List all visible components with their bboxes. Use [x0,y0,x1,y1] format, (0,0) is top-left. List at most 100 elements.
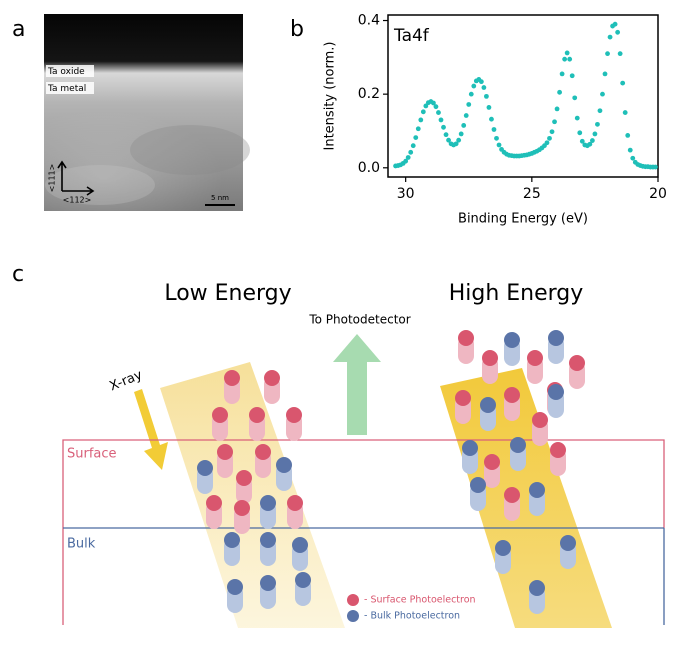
photoelectron [206,495,222,511]
photoelectron [480,397,496,413]
panel-label: a [12,17,25,42]
data-point [486,105,492,110]
spectrum-chart: Ta4f Binding Energy (eV) Intensity (norm… [323,13,667,227]
x-tick-label: 25 [523,186,541,202]
data-point [589,138,595,143]
data-point [443,132,449,138]
data-point [420,109,426,115]
data-point [415,126,421,132]
photoelectron [260,495,276,511]
layer-label: Ta oxide [47,67,85,77]
data-point [592,131,598,137]
data-point [549,129,555,135]
x-axis-label: Binding Energy (eV) [458,212,588,227]
photoelectron [455,390,471,406]
photoelectron [234,500,250,516]
data-point [496,142,502,148]
data-point [587,141,593,147]
photoelectron [470,477,486,493]
data-point [597,108,603,114]
photoelectron [529,482,545,498]
heading: High Energy [449,281,584,306]
panel-label: b [290,17,304,42]
x-tick-label: 30 [397,186,415,202]
data-point [418,117,424,123]
photoelectron [197,460,213,476]
data-point [653,164,658,170]
photoelectron [255,444,271,460]
photoelectron [212,407,228,423]
photoelectron [569,355,585,371]
photoelectron [286,407,302,423]
detector-label: To Photodetector [308,313,410,327]
photoelectron [249,407,265,423]
data-point [602,71,608,77]
data-point [605,51,610,57]
data-point [612,21,618,27]
data-point [494,135,499,141]
data-point [458,131,464,137]
data-point [559,71,565,77]
photoelectron [504,387,520,403]
data-point [413,135,419,141]
data-point [471,83,477,89]
heading: Low Energy [164,281,291,306]
photoelectron [224,370,240,386]
data-point [491,127,497,132]
data-point [607,34,613,40]
data-point [468,91,474,97]
photoelectron [224,532,240,548]
data-point [405,155,411,160]
data-point [567,56,573,62]
data-point [552,119,557,125]
data-point [478,79,484,85]
photoelectron [227,579,243,595]
data-point [436,110,441,115]
data-point [572,95,578,101]
photoelectron [295,572,311,588]
data-point [544,140,550,146]
data-point [461,123,467,128]
data-point [441,124,446,130]
axis-label: <112> [63,196,92,205]
axis-label: <111> [48,164,57,193]
data-point [431,100,436,106]
photoelectron [548,330,564,346]
data-point [569,73,575,79]
photoelectron [287,495,303,511]
photoelectron [484,454,500,470]
photoelectron [529,580,545,596]
data-point [433,104,439,110]
photoelectron [260,532,276,548]
legend-entry: - Bulk Photoelectron [364,611,460,622]
photoelectron [264,370,280,386]
data-point [547,135,552,141]
photoelectron [560,535,576,551]
data-point [408,149,414,155]
annotation: Ta4f [393,26,430,46]
scale-bar-label: 5 nm [211,194,229,202]
y-tick-label: 0.2 [358,86,380,102]
data-point [557,89,562,95]
photoelectron [495,540,511,556]
data-point [579,138,585,144]
photoelectron [550,442,566,458]
photoelectron [532,412,548,428]
data-point [620,80,626,86]
data-point [446,137,451,143]
data-point [600,91,605,97]
surface-label: Surface [67,447,117,462]
photoelectron [527,350,543,366]
data-point [595,121,600,127]
photoelectron [292,537,308,553]
data-point [489,116,494,122]
plot-frame [387,14,659,178]
photoelectron [458,330,474,346]
data-point [562,56,568,62]
data-point [410,143,416,149]
photoelectron [548,384,564,400]
data-point [617,51,623,57]
photoelectron [504,332,520,348]
data-point [630,155,636,161]
micrograph: Ta oxide Ta metal <111> <112> 5 nm [44,14,250,211]
